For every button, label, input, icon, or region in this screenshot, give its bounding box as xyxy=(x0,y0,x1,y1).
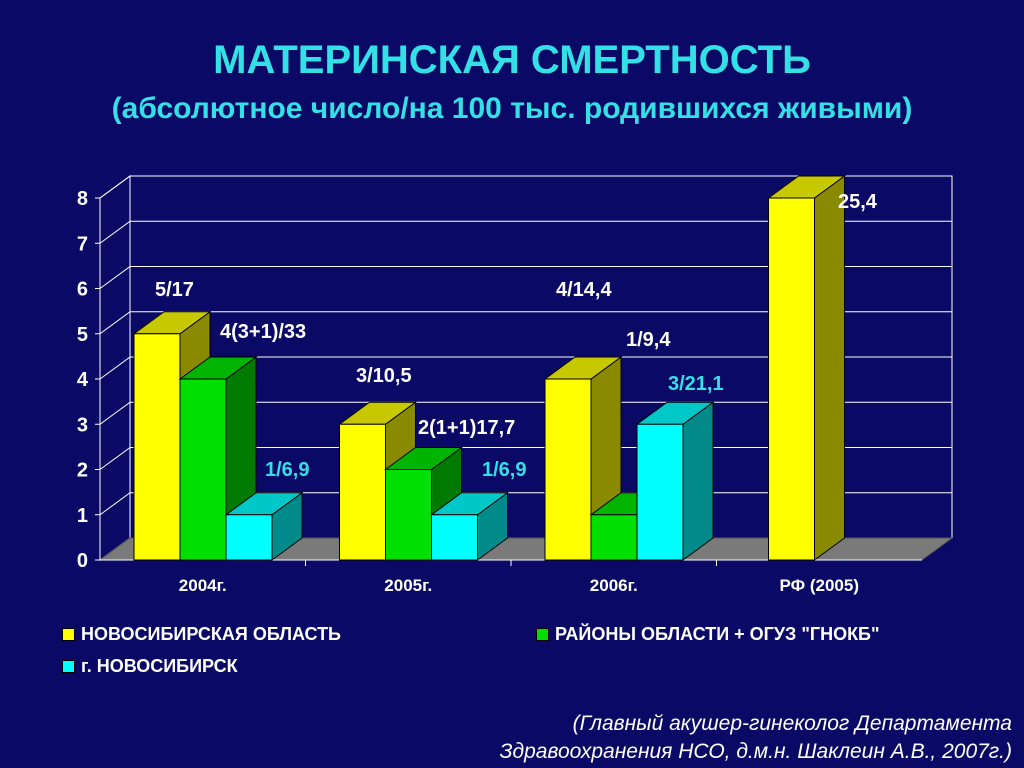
page-subtitle: (абсолютное число/на 100 тыс. родившихся… xyxy=(111,92,913,125)
legend-label-region: НОВОСИБИРСКАЯ ОБЛАСТЬ xyxy=(81,624,341,644)
x-tick-label: 2004г. xyxy=(179,576,227,595)
y-tick-label: 3 xyxy=(77,414,88,436)
bar-side-face xyxy=(814,175,845,561)
gridline xyxy=(99,266,952,289)
x-tick-label: 2005г. xyxy=(384,576,432,595)
bar xyxy=(768,197,815,561)
bar xyxy=(133,333,181,561)
bar xyxy=(179,378,227,561)
data-label: 1/9,4 xyxy=(626,329,671,351)
data-label: 1/6,9 xyxy=(265,459,309,481)
gridline xyxy=(99,175,952,199)
gridline xyxy=(99,311,952,335)
bar-side-face xyxy=(682,401,714,561)
y-tick-label: 5 xyxy=(77,324,88,346)
data-label: 25,4 xyxy=(838,191,878,213)
legend-item-city: г. НОВОСИБИРСК xyxy=(62,656,238,677)
data-label: 3/10,5 xyxy=(356,365,412,387)
bar-chart: 0 1 2 3 4 5 6 7 8 2004г. 2005г. 2006г. РФ (2005) 5/17… xyxy=(77,175,954,595)
data-label: 4(3+1)/33 xyxy=(220,321,306,343)
y-tick-label: 2 xyxy=(77,460,88,482)
credit-line-1: (Главный акушер-гинеколог Департамента xyxy=(572,712,1012,735)
y-tick-label: 7 xyxy=(77,233,88,255)
data-label: 4/14,4 xyxy=(556,279,612,301)
y-tick-label: 0 xyxy=(77,550,88,572)
bar xyxy=(544,378,592,561)
legend-label-districts: РАЙОНЫ ОБЛАСТИ + ОГУЗ "ГНОКБ" xyxy=(555,624,880,644)
bar xyxy=(590,514,638,561)
y-tick-label: 6 xyxy=(77,279,88,301)
legend-swatch-yellow xyxy=(62,628,75,641)
data-label: 2(1+1)17,7 xyxy=(418,417,515,439)
bar xyxy=(636,423,684,561)
legend-item-districts: РАЙОНЫ ОБЛАСТИ + ОГУЗ "ГНОКБ" xyxy=(536,624,880,645)
gridline xyxy=(99,220,952,244)
bar xyxy=(339,423,386,561)
gridline xyxy=(99,356,952,380)
data-label: 3/21,1 xyxy=(668,373,724,395)
data-label: 5/17 xyxy=(155,279,194,301)
legend-swatch-cyan xyxy=(62,660,75,673)
y-tick-label: 1 xyxy=(77,505,88,527)
data-label: 1/6,9 xyxy=(482,459,526,481)
y-tick-label: 4 xyxy=(77,369,89,391)
bar xyxy=(225,514,273,561)
bar xyxy=(431,514,478,561)
page-title: МАТЕРИНСКАЯ СМЕРТНОСТЬ xyxy=(213,38,811,82)
legend-item-region: НОВОСИБИРСКАЯ ОБЛАСТЬ xyxy=(62,624,341,645)
y-tick-label: 8 xyxy=(77,188,88,210)
credit-line-2: Здравоохранения НСО, д.м.н. Шаклеин А.В.… xyxy=(499,740,1012,763)
legend-label-city: г. НОВОСИБИРСК xyxy=(81,656,238,676)
legend-swatch-green xyxy=(536,628,549,641)
bar xyxy=(385,469,432,561)
x-tick-label: РФ (2005) xyxy=(780,576,860,595)
x-tick-label: 2006г. xyxy=(590,576,638,595)
